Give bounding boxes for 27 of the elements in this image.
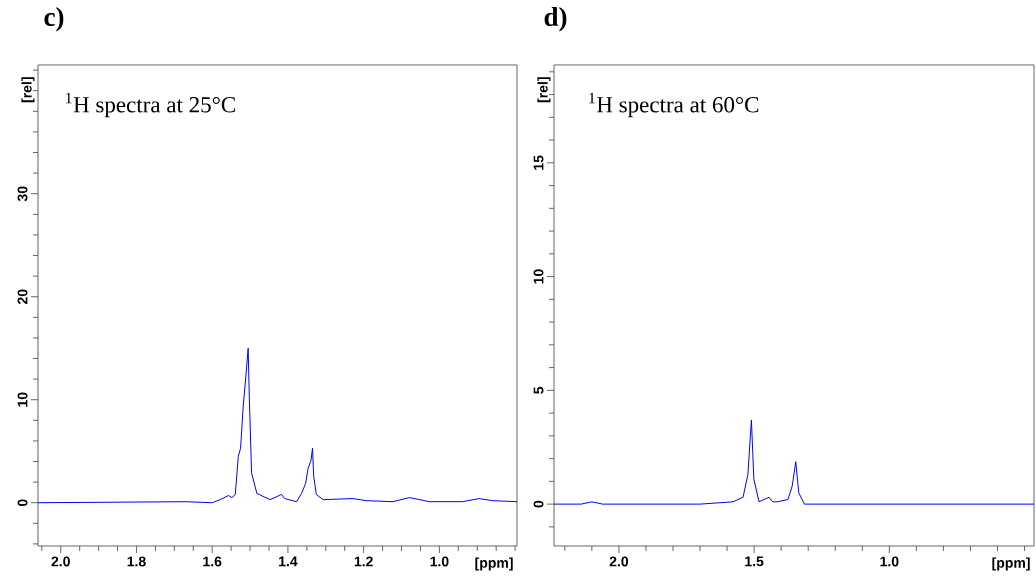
x-tick-label: 1.4 [279,556,298,567]
y-tick-label: 30 [17,186,28,202]
y-tick-label: 10 [533,269,544,284]
y-axis-title: [rel] [21,77,35,103]
line-series [554,419,1034,505]
x-tick-label: 1.8 [127,556,146,567]
x-axis-title: [ppm] [475,557,513,571]
x-tick-label: 1.5 [745,556,764,567]
y-tick-label: 0 [533,500,544,508]
y-tick-label: 0 [17,499,28,507]
y-tick-label: 20 [17,289,28,305]
chart-title: c) [44,7,64,32]
x-axis-title: [ppm] [992,557,1030,571]
x-tick-label: 1.2 [354,556,373,567]
annotation: $^{1}$H spectra at 25°C [65,92,235,118]
annotation: $^{1}$H spectra at 60°C [589,92,759,118]
y-tick-label: 5 [533,386,544,394]
y-tick-label: 10 [17,392,28,407]
x-tick-label: 1.0 [430,556,449,567]
chart-title: d) [544,7,567,32]
x-tick-label: 2.0 [51,556,70,567]
x-tick-label: 1.6 [203,556,222,567]
y-axis-title: [rel] [537,77,551,103]
y-tick-label: 15 [533,155,544,170]
x-tick-label: 2.0 [609,556,629,567]
x-tick-label: 1.0 [880,556,899,567]
line-series [38,347,518,504]
